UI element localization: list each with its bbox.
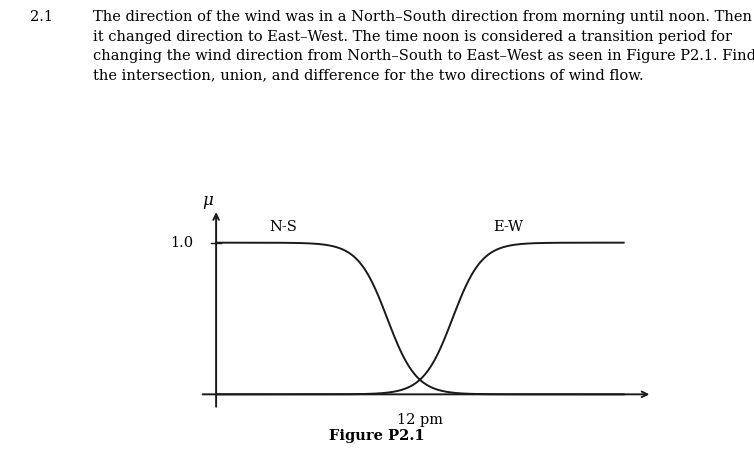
Text: 12 pm: 12 pm — [397, 413, 443, 426]
Text: E-W: E-W — [493, 221, 523, 234]
Text: Figure P2.1: Figure P2.1 — [329, 429, 425, 443]
Text: 1.0: 1.0 — [170, 236, 194, 250]
Text: 2.1: 2.1 — [30, 10, 53, 24]
Text: The direction of the wind was in a North–South direction from morning until noon: The direction of the wind was in a North… — [93, 10, 754, 83]
Text: N-S: N-S — [269, 221, 297, 234]
Text: μ: μ — [202, 192, 213, 209]
